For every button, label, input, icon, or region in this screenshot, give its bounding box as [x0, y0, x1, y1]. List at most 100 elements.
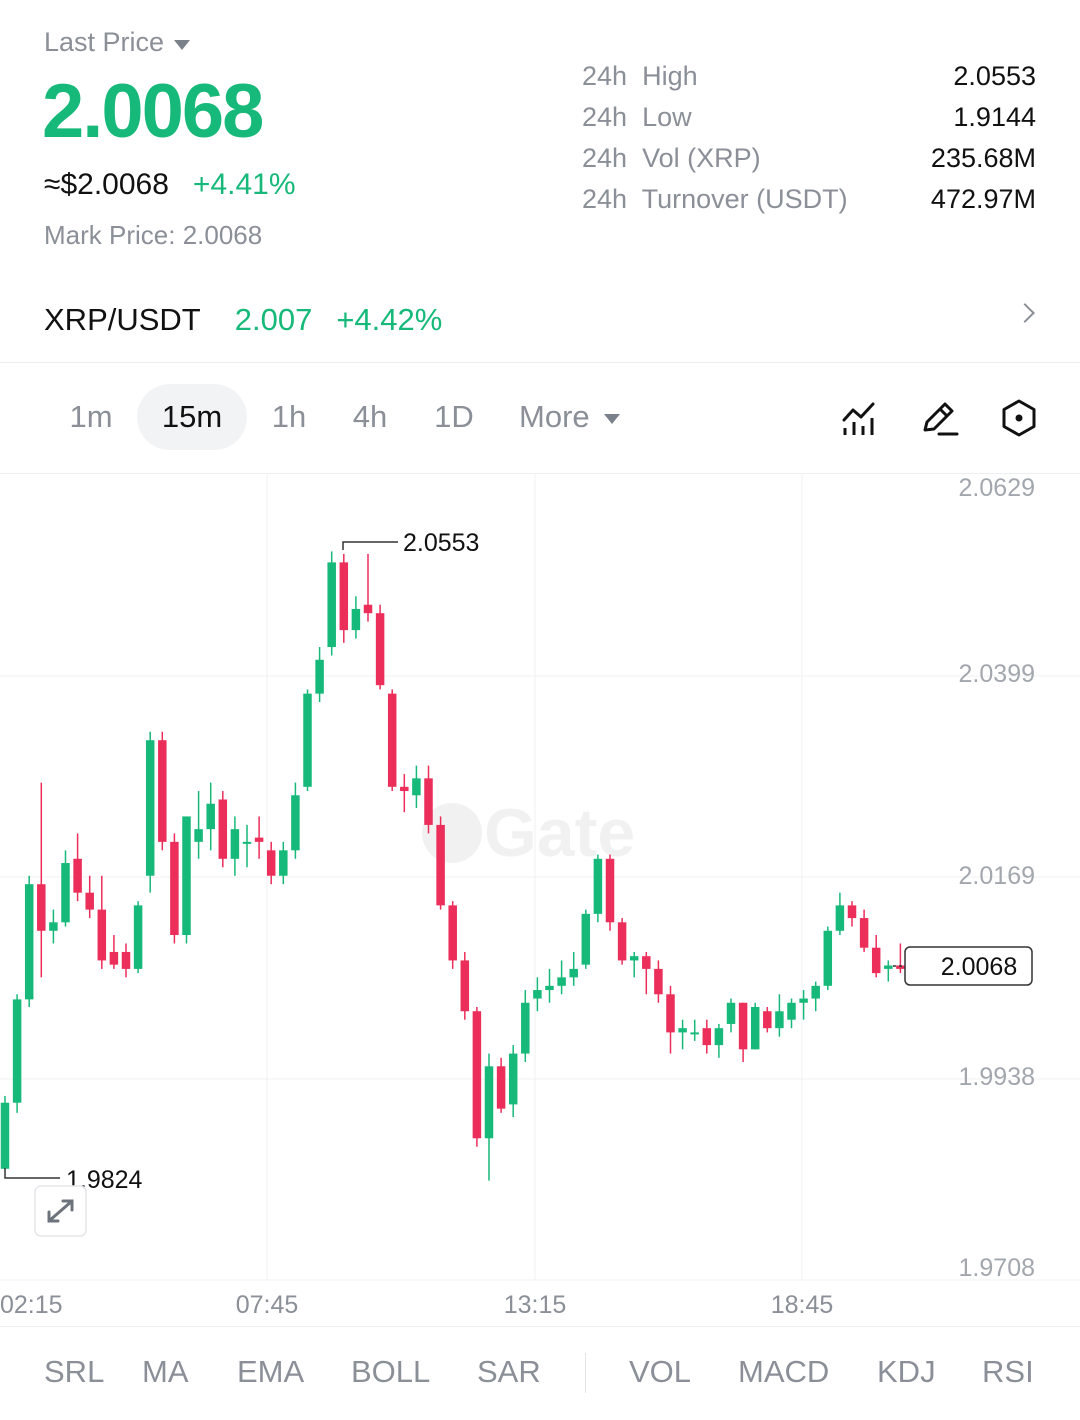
indicator-vol[interactable]: VOL [629, 1354, 692, 1389]
candle-body [242, 841, 252, 844]
y-tick-label: 2.0629 [959, 474, 1035, 502]
candle-body [375, 613, 385, 686]
candle-body [24, 884, 34, 1000]
candle-body [206, 803, 215, 830]
high-label: 2.0553 [403, 529, 479, 557]
draw-pencil-icon[interactable] [919, 398, 959, 438]
stat-value: 1.9144 [953, 102, 1036, 132]
candle-body [436, 824, 445, 906]
candle-body [279, 850, 288, 876]
candle [521, 990, 530, 1063]
high-marker: 2.0553 [342, 529, 479, 557]
tab-1d[interactable]: 1D [434, 399, 474, 434]
candle [182, 816, 191, 944]
candle-body [97, 909, 107, 961]
candle [145, 731, 155, 893]
candle-body [859, 918, 869, 948]
candle-body [315, 659, 324, 694]
price-change-pct: +4.41% [192, 168, 296, 201]
candle-body [823, 930, 833, 986]
last-price-selector[interactable]: Last Price [44, 27, 191, 58]
tab-1h[interactable]: 1h [271, 399, 307, 434]
tab-more[interactable]: More [519, 384, 620, 450]
candle-body [61, 863, 70, 923]
gate-watermark: Gate [422, 795, 635, 871]
candle-body [496, 1066, 506, 1109]
candle-body [158, 740, 167, 842]
candle-body [533, 990, 542, 999]
fullscreen-button[interactable] [34, 1185, 87, 1237]
stat-label: Vol (XRP) [642, 143, 761, 173]
candle [871, 935, 881, 978]
candle [496, 1057, 506, 1113]
candle-body [605, 858, 615, 923]
candle-body [472, 1011, 482, 1139]
candle [702, 1019, 712, 1054]
candle [400, 774, 409, 813]
indicator-ma[interactable]: MA [142, 1354, 189, 1389]
candle-body [85, 892, 94, 910]
candle [726, 998, 736, 1033]
indicator-srl[interactable]: SRL [44, 1354, 105, 1389]
indicator-sar[interactable]: SAR [477, 1354, 541, 1389]
candle [24, 875, 34, 1007]
settings-hexagon-icon[interactable] [999, 398, 1039, 438]
x-axis: 02:15 07:45 13:15 18:45 [0, 1291, 833, 1319]
indicator-bar: SRL MA EMA BOLL SAR VOL MACD KDJ RSI [0, 1345, 1080, 1399]
indicator-ema[interactable]: EMA [237, 1354, 305, 1389]
candle [351, 596, 361, 639]
pair-change: +4.42% [336, 302, 443, 337]
candle-body [121, 951, 131, 969]
candle-body [726, 1002, 736, 1024]
stat-value: 472.97M [930, 184, 1036, 214]
candle-body [73, 858, 82, 893]
candle-body [750, 1007, 760, 1050]
indicator-kdj[interactable]: KDJ [877, 1354, 936, 1389]
candle [811, 981, 820, 1012]
candle [508, 1045, 518, 1118]
indicator-chart-icon[interactable] [839, 398, 879, 438]
candle [617, 918, 627, 965]
candle-body [896, 965, 905, 969]
tab-4h[interactable]: 4h [352, 399, 388, 434]
expand-icon [47, 1199, 74, 1223]
candle [279, 841, 288, 885]
candle-body [545, 985, 554, 991]
candle [678, 1019, 687, 1050]
candle-body [363, 604, 373, 614]
candle-body [145, 740, 155, 876]
candle [654, 960, 663, 1003]
candle [629, 951, 639, 978]
price-chart[interactable]: Gate 2.0629 2.0399 2.0169 1.9938 1.9708 … [0, 474, 1080, 1326]
candle-body [847, 905, 857, 919]
candle-body [642, 956, 651, 969]
stat-label: Low [642, 102, 692, 132]
indicator-boll[interactable]: BOLL [351, 1354, 431, 1389]
candle [859, 909, 869, 952]
candle-body [218, 799, 228, 859]
candle [12, 994, 22, 1113]
candle [738, 1002, 748, 1063]
indicator-rsi[interactable]: RSI [982, 1354, 1032, 1389]
tab-1m[interactable]: 1m [69, 399, 113, 434]
candle-body [617, 922, 627, 961]
candle-body [593, 858, 603, 914]
candle-body [690, 1032, 699, 1035]
candle [303, 689, 312, 792]
candle-body [460, 960, 470, 1012]
spot-pair-link[interactable]: XRP/USDT 2.007 +4.42% [44, 300, 1040, 340]
candle [315, 647, 324, 703]
last-price-label: Last Price [44, 27, 165, 57]
candle [375, 604, 385, 690]
candles-layer [0, 551, 917, 1181]
current-price-label: 2.0068 [941, 953, 1017, 981]
candle [835, 892, 845, 936]
tab-15m[interactable]: 15m [137, 384, 247, 450]
candle [896, 943, 905, 974]
candle-body [303, 693, 312, 787]
y-tick-label: 2.0169 [959, 862, 1035, 890]
candle [545, 968, 554, 1003]
candle-body [484, 1066, 494, 1139]
candle [387, 689, 397, 792]
indicator-macd[interactable]: MACD [738, 1354, 830, 1389]
